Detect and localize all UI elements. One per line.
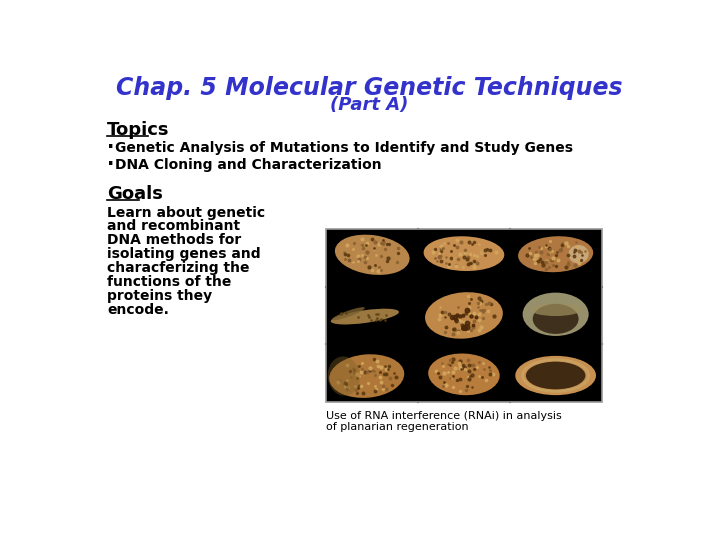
Ellipse shape [423, 237, 504, 271]
Ellipse shape [329, 354, 404, 398]
Text: Use of RNA interference (RNAi) in analysis: Use of RNA interference (RNAi) in analys… [326, 411, 562, 421]
Text: DNA Cloning and Characterization: DNA Cloning and Characterization [114, 158, 382, 172]
Text: (Part A): (Part A) [330, 96, 408, 114]
Text: Goals: Goals [107, 185, 163, 203]
Text: and recombinant: and recombinant [107, 219, 240, 233]
Ellipse shape [518, 236, 593, 272]
Ellipse shape [425, 292, 503, 339]
Text: Learn about genetic: Learn about genetic [107, 206, 265, 220]
Text: of planarian regeneration: of planarian regeneration [326, 422, 469, 432]
Text: characferizing the: characferizing the [107, 261, 250, 275]
Ellipse shape [569, 245, 589, 264]
Text: Genetic Analysis of Mutations to Identify and Study Genes: Genetic Analysis of Mutations to Identif… [114, 141, 573, 155]
Bar [326, 229, 601, 402]
Text: isolating genes and: isolating genes and [107, 247, 261, 261]
Bar [326, 229, 601, 402]
Text: functions of the: functions of the [107, 275, 231, 289]
Ellipse shape [330, 309, 399, 325]
Text: proteins they: proteins they [107, 289, 212, 303]
Text: Chap. 5 Molecular Genetic Techniques: Chap. 5 Molecular Genetic Techniques [116, 76, 622, 100]
Text: encode.: encode. [107, 302, 169, 316]
Text: ·: · [107, 138, 114, 158]
Text: ·: · [107, 156, 114, 174]
Ellipse shape [428, 354, 500, 395]
Text: Topics: Topics [107, 122, 169, 139]
Ellipse shape [335, 235, 410, 275]
Ellipse shape [523, 293, 589, 336]
Ellipse shape [531, 303, 581, 316]
Ellipse shape [516, 356, 596, 395]
Ellipse shape [328, 356, 360, 396]
Ellipse shape [533, 304, 579, 334]
Text: DNA methods for: DNA methods for [107, 233, 241, 247]
Ellipse shape [526, 362, 585, 389]
Ellipse shape [332, 307, 365, 320]
